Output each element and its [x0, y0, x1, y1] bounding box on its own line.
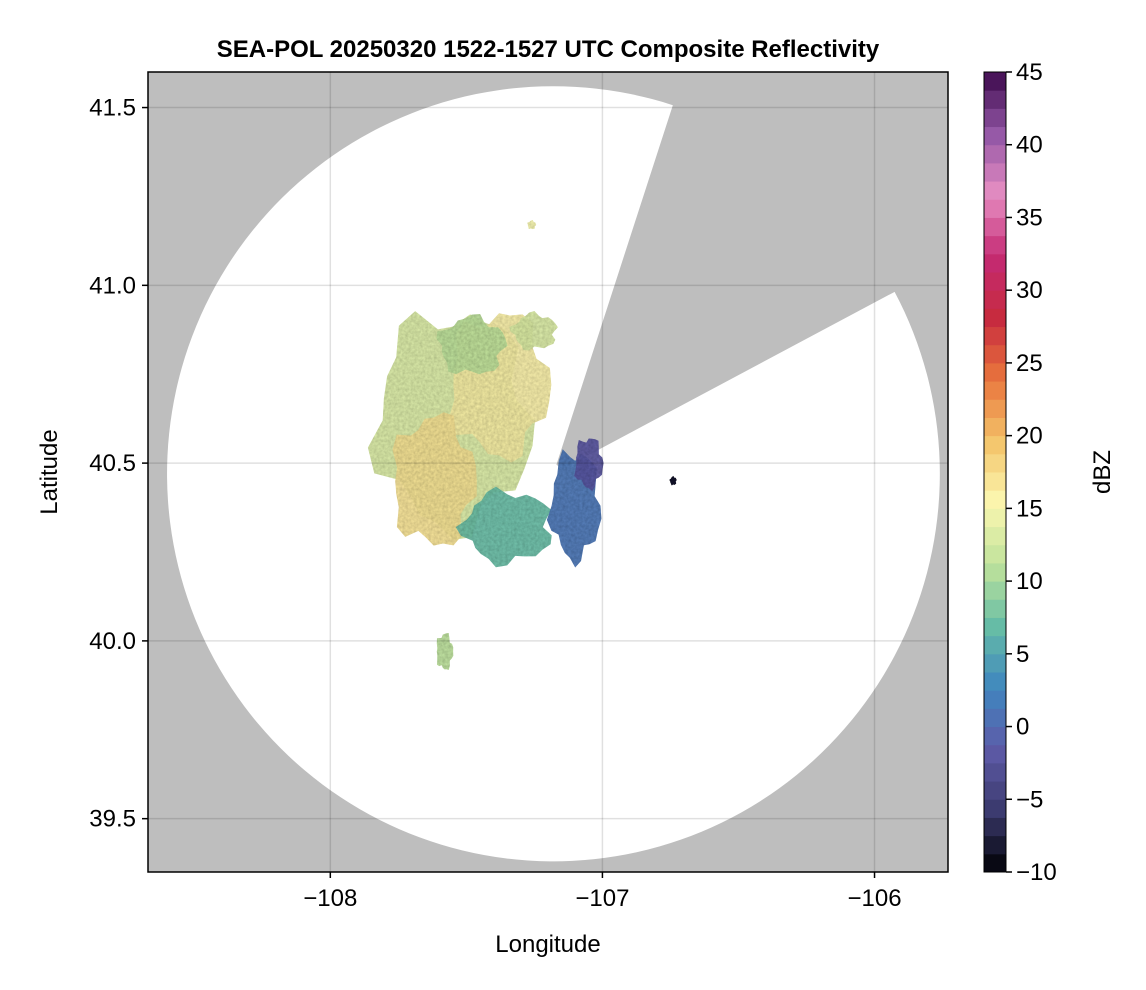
y-tick-label: 41.0	[89, 272, 136, 299]
colorbar-ticks: −10 −5 0 5 10 15 20 25 30 35 40 45	[1006, 59, 1057, 886]
colorbar-band	[984, 199, 1006, 218]
colorbar-band	[984, 599, 1006, 618]
colorbar-band	[984, 126, 1006, 146]
echo-region	[669, 475, 677, 486]
colorbar-band	[984, 853, 1006, 873]
chart-title: SEA-POL 20250320 1522-1527 UTC Composite…	[217, 36, 880, 63]
colorbar-band	[984, 762, 1006, 782]
colorbar-band	[984, 217, 1006, 237]
colorbar-tick-label: 0	[1016, 714, 1029, 741]
echo-region	[527, 220, 537, 230]
colorbar-band	[984, 417, 1006, 437]
colorbar: −10 −5 0 5 10 15 20 25 30 35 40 45 dBZ	[983, 59, 1116, 886]
colorbar-tick-label: 10	[1016, 568, 1043, 595]
colorbar-band	[984, 399, 1006, 418]
colorbar-band	[984, 562, 1006, 582]
colorbar-band	[984, 708, 1006, 728]
colorbar-band	[984, 362, 1006, 382]
colorbar-band	[984, 235, 1006, 255]
echo-region	[455, 486, 552, 568]
colorbar-band	[984, 272, 1006, 291]
y-tick-label: 39.5	[89, 806, 136, 833]
colorbar-band	[984, 781, 1006, 800]
colorbar-band	[984, 726, 1006, 746]
x-tick-label: −108	[303, 885, 357, 912]
colorbar-tick-label: 5	[1016, 641, 1029, 668]
colorbar-band	[984, 835, 1006, 855]
colorbar-band	[984, 381, 1006, 400]
colorbar-band	[984, 326, 1006, 346]
y-axis-label: Latitude	[36, 429, 63, 514]
colorbar-band	[984, 817, 1006, 837]
colorbar-band	[984, 672, 1006, 691]
y-tick-label: 40.0	[89, 628, 136, 655]
colorbar-tick-label: 20	[1016, 423, 1043, 450]
colorbar-band	[984, 72, 1006, 91]
y-axis: 39.5 40.0 40.5 41.0 41.5	[89, 95, 148, 833]
grid-lines	[148, 72, 948, 872]
colorbar-tick-label: 15	[1016, 495, 1043, 522]
colorbar-band	[984, 472, 1006, 491]
colorbar-band	[984, 508, 1006, 528]
colorbar-tick-label: −10	[1016, 859, 1057, 886]
colorbar-tick-label: −5	[1016, 786, 1043, 813]
colorbar-label: dBZ	[1089, 450, 1116, 494]
reflectivity-echoes	[367, 220, 677, 670]
colorbar-tick-label: 45	[1016, 59, 1043, 86]
colorbar-tick-label: 40	[1016, 132, 1043, 159]
colorbar-tick-label: 25	[1016, 350, 1043, 377]
colorbar-band	[984, 690, 1006, 709]
colorbar-band	[984, 90, 1006, 109]
colorbar-band	[984, 108, 1006, 128]
colorbar-band	[984, 344, 1006, 364]
x-axis: −108 −107 −106	[303, 872, 902, 912]
x-tick-label: −106	[847, 885, 901, 912]
echo-region	[509, 311, 558, 351]
colorbar-band	[984, 435, 1006, 455]
echo-region	[392, 412, 477, 546]
radar-coverage	[167, 86, 940, 862]
echo-region	[574, 438, 604, 492]
colorbar-band	[984, 308, 1006, 328]
colorbar-band	[984, 526, 1006, 546]
y-tick-label: 40.5	[89, 450, 136, 477]
colorbar-band	[984, 144, 1006, 164]
colorbar-bands	[984, 72, 1006, 873]
colorbar-band	[984, 617, 1006, 637]
plot-area	[148, 72, 948, 872]
echo-region	[436, 314, 508, 375]
colorbar-tick-label: 30	[1016, 277, 1043, 304]
plot-frame	[147, 71, 949, 873]
colorbar-tick-label: 35	[1016, 204, 1043, 231]
x-tick-label: −107	[575, 885, 629, 912]
colorbar-band	[984, 581, 1006, 600]
colorbar-band	[984, 181, 1006, 200]
colorbar-band	[984, 544, 1006, 564]
y-tick-label: 41.5	[89, 95, 136, 122]
colorbar-band	[984, 290, 1006, 309]
colorbar-band	[984, 799, 1006, 818]
colorbar-band	[984, 635, 1006, 655]
colorbar-band	[984, 653, 1006, 673]
colorbar-band	[984, 162, 1006, 182]
colorbar-band	[984, 253, 1006, 273]
colorbar-band	[984, 744, 1006, 764]
colorbar-band	[984, 490, 1006, 509]
colorbar-frame	[983, 71, 1007, 873]
echo-region	[436, 633, 454, 670]
x-axis-label: Longitude	[495, 931, 600, 958]
colorbar-band	[984, 453, 1006, 473]
